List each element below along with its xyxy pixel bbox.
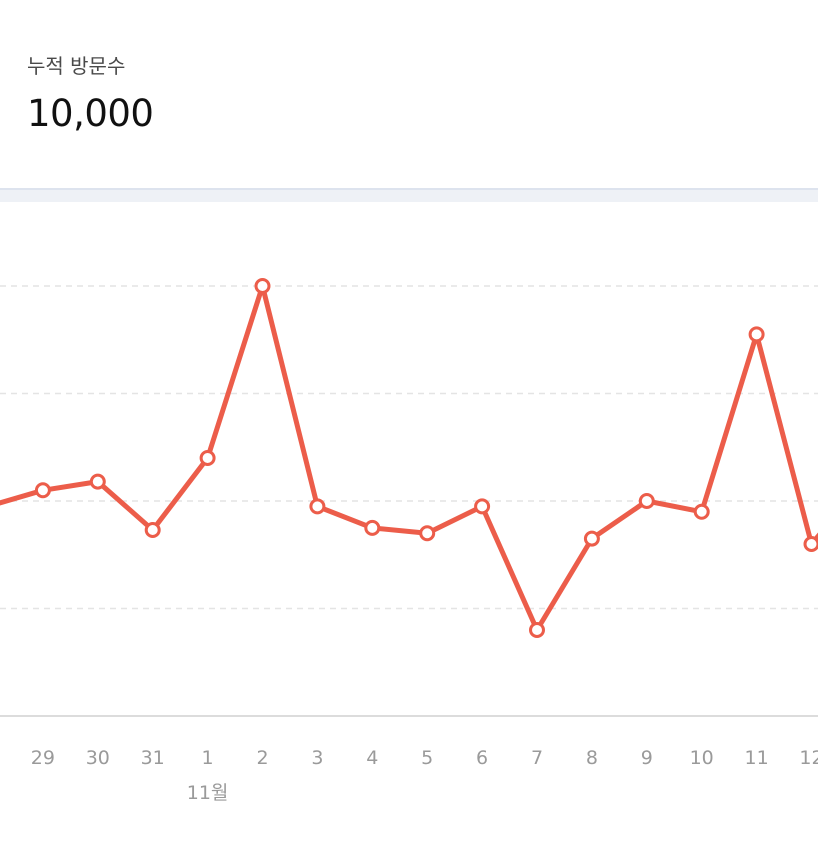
x-tick-label: 4 — [366, 747, 378, 769]
data-point — [364, 519, 381, 536]
x-tick-label: 31 — [141, 747, 165, 769]
x-tick-label: 3 — [311, 747, 323, 769]
x-tick-label: 10 — [690, 747, 714, 769]
total-visits-value: 10,000 — [27, 92, 154, 135]
month-label: 11월 — [187, 782, 229, 804]
data-point — [199, 450, 216, 466]
data-point — [419, 525, 436, 542]
x-tick-label: 1 — [202, 747, 214, 769]
x-tick-label: 29 — [31, 747, 55, 769]
data-point — [803, 536, 818, 552]
x-tick-label: 30 — [86, 747, 110, 769]
x-tick-label: 9 — [641, 747, 653, 769]
data-point — [474, 498, 491, 515]
data-point — [89, 473, 106, 490]
data-point — [34, 482, 51, 499]
section-divider — [0, 188, 818, 202]
data-point — [529, 622, 545, 638]
data-point — [748, 326, 765, 343]
data-point — [583, 530, 600, 547]
x-tick-label: 5 — [421, 747, 433, 769]
data-point — [144, 522, 161, 539]
total-visits-label: 누적 방문수 — [27, 54, 126, 78]
data-point — [693, 503, 710, 520]
data-point — [638, 493, 655, 509]
x-tick-label: 12 — [799, 747, 818, 769]
series-line — [0, 283, 818, 633]
data-point — [254, 278, 271, 294]
x-tick-label: 6 — [476, 747, 488, 769]
x-tick-label: 7 — [531, 747, 543, 769]
x-tick-label: 11 — [745, 747, 769, 769]
x-tick-label: 2 — [256, 747, 268, 769]
data-point — [309, 498, 326, 515]
x-tick-label: 8 — [586, 747, 598, 769]
